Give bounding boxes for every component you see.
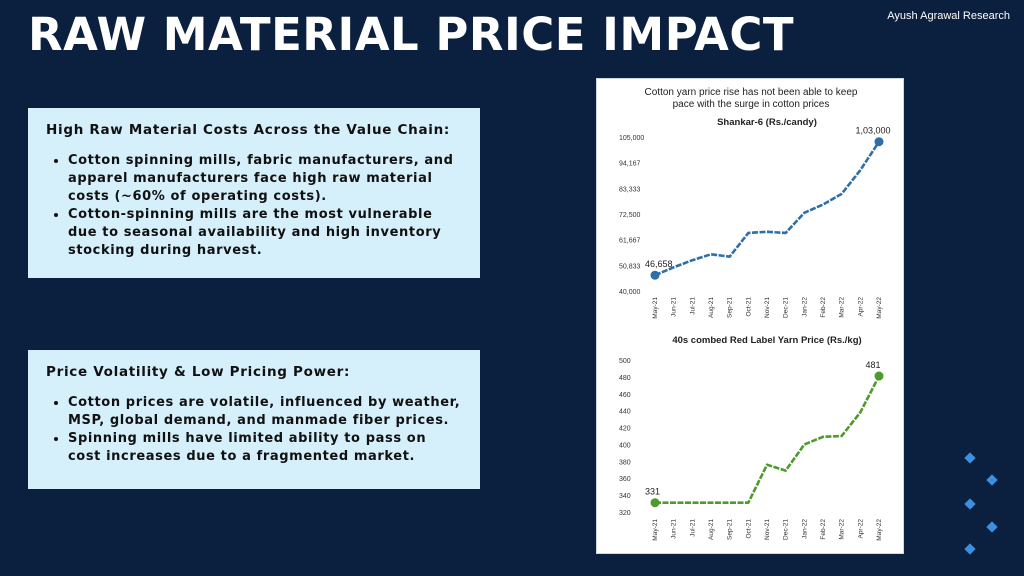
data-point: [874, 137, 884, 147]
diamond-shape: [964, 452, 976, 464]
x-tick-label: Jul-21: [689, 519, 696, 537]
y-tick-label: 420: [619, 426, 631, 433]
chart-title: Shankar-6 (Rs./candy): [717, 117, 817, 128]
shankar6-chart: Shankar-6 (Rs./candy) 40,000 50,833 61,667 7…: [619, 117, 891, 319]
x-tick-label: Dec-21: [783, 297, 790, 318]
page-title: RAW MATERIAL PRICE IMPACT: [28, 8, 795, 61]
x-tick-label: May-22: [876, 519, 883, 541]
chart-title: 40s combed Red Label Yarn Price (Rs./kg): [672, 335, 861, 346]
x-tick-label: Nov-21: [764, 519, 771, 540]
series-line: [655, 375, 881, 505]
x-tick-label: Jun-21: [671, 297, 678, 317]
bullet-item: Cotton prices are volatile, influenced b…: [68, 394, 462, 430]
x-tick-label: Sep-21: [727, 297, 734, 318]
y-tick-label: 320: [619, 510, 631, 517]
diamond-shape: [986, 474, 998, 486]
x-tick-label: Dec-21: [783, 519, 790, 540]
y-tick-label: 83,333: [619, 186, 641, 193]
x-tick-label: May-21: [652, 519, 659, 541]
y-tick-label: 380: [619, 459, 631, 466]
y-tick-label: 105,000: [619, 135, 644, 142]
x-tick-label: Aug-21: [708, 519, 715, 540]
x-tick-label: Jun-21: [671, 519, 678, 539]
card-heading: High Raw Material Costs Across the Value…: [46, 122, 451, 138]
data-label: 331: [645, 487, 660, 497]
x-tick-label: Jan-22: [801, 519, 808, 539]
x-tick-label: Mar-22: [839, 297, 846, 318]
data-point: [650, 270, 660, 280]
x-tick-label: Feb-22: [820, 519, 827, 540]
bullet-item: Spinning mills have limited ability to p…: [68, 430, 462, 466]
diamond-shape: [964, 543, 976, 555]
chart-panel: Cotton yarn price rise has not been able…: [596, 78, 904, 554]
data-label: 46,658: [645, 259, 673, 269]
x-tick-label: Sep-21: [727, 519, 734, 540]
y-tick-label: 480: [619, 375, 631, 382]
author-watermark: Ayush Agrawal Research: [887, 10, 1010, 22]
y-tick-label: 61,667: [619, 238, 641, 245]
data-point: [650, 498, 660, 508]
x-tick-label: Oct-21: [745, 297, 752, 317]
y-tick-label: 400: [619, 442, 631, 449]
bullet-list: Cotton prices are volatile, influenced b…: [68, 394, 462, 466]
x-tick-label: Mar-22: [839, 519, 846, 540]
y-tick-label: 40,000: [619, 289, 641, 296]
data-label: 1,03,000: [855, 126, 890, 136]
x-tick-label: Jul-21: [689, 297, 696, 315]
card-heading: Price Volatility & Low Pricing Power:: [46, 364, 351, 380]
y-tick-label: 72,500: [619, 212, 641, 219]
y-tick-label: 340: [619, 493, 631, 500]
yarn-price-chart: 40s combed Red Label Yarn Price (Rs./kg)…: [619, 335, 884, 541]
bullet-list: Cotton spinning mills, fabric manufactur…: [68, 152, 462, 260]
diamond-shape: [964, 498, 976, 510]
y-tick-label: 50,833: [619, 263, 641, 270]
x-tick-label: Feb-22: [820, 297, 827, 318]
y-tick-label: 440: [619, 409, 631, 416]
panel-headline-line2: pace with the surge in cotton prices: [673, 99, 830, 110]
series-line: [654, 141, 881, 277]
y-tick-label: 360: [619, 476, 631, 483]
x-tick-label: Apr-22: [857, 519, 864, 539]
panel-headline-line1: Cotton yarn price rise has not been able…: [645, 87, 858, 98]
y-tick-label: 500: [619, 358, 631, 365]
data-point: [874, 371, 884, 381]
bullet-item: Cotton-spinning mills are the most vulne…: [68, 206, 462, 260]
x-tick-label: May-22: [876, 297, 883, 319]
decorative-diamonds: [964, 452, 998, 555]
y-tick-label: 94,167: [619, 161, 641, 168]
x-tick-label: Jan-22: [801, 297, 808, 317]
diamond-shape: [986, 521, 998, 533]
charts-svg: Cotton yarn price rise has not been able…: [619, 87, 891, 541]
x-tick-label: Nov-21: [764, 297, 771, 318]
price-volatility-card: Price Volatility & Low Pricing Power: Co…: [28, 350, 480, 489]
y-tick-label: 460: [619, 392, 631, 399]
x-tick-label: May-21: [652, 297, 659, 319]
raw-material-costs-card: High Raw Material Costs Across the Value…: [28, 108, 480, 278]
x-tick-label: Oct-21: [745, 519, 752, 539]
x-tick-label: Apr-22: [857, 297, 864, 317]
data-label: 481: [865, 360, 880, 370]
bullet-item: Cotton spinning mills, fabric manufactur…: [68, 152, 462, 206]
x-tick-label: Aug-21: [708, 297, 715, 318]
